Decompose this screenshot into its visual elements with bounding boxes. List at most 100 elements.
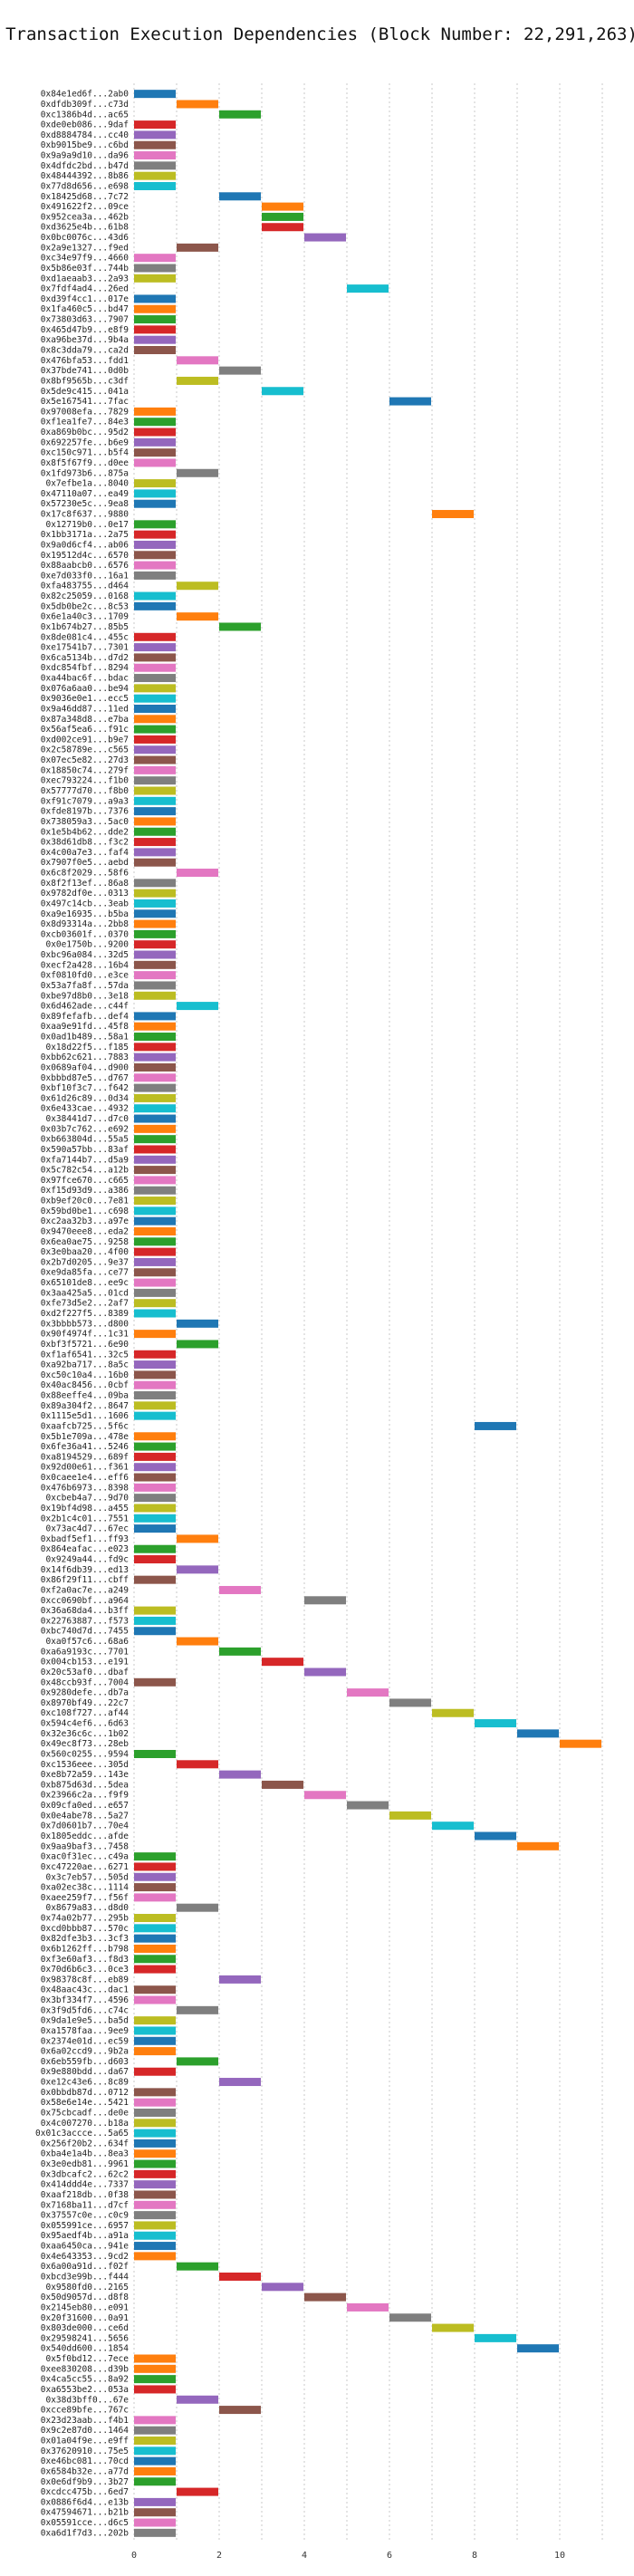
y-tick-label: 0xa0f57c6...68a6 bbox=[45, 1637, 129, 1647]
transaction-bar bbox=[134, 1114, 176, 1123]
y-tick-label: 0xcdcc475b...6ed7 bbox=[41, 2487, 129, 2497]
y-tick-label: 0x6584b32e...a77d bbox=[41, 2466, 129, 2476]
y-tick-label: 0xbb62c621...7883 bbox=[41, 1053, 129, 1062]
transaction-bar bbox=[134, 1062, 176, 1072]
grid-lines bbox=[133, 83, 603, 2542]
transaction-bar bbox=[134, 2477, 176, 2486]
transaction-bar bbox=[219, 2406, 261, 2415]
transaction-bar bbox=[134, 2047, 176, 2056]
transaction-bar bbox=[134, 2098, 176, 2107]
transaction-bar bbox=[177, 612, 218, 621]
transaction-bar bbox=[134, 1268, 176, 1277]
y-tick-label: 0xc1536eee...305d bbox=[41, 1760, 129, 1770]
transaction-bar bbox=[134, 130, 176, 139]
y-tick-label: 0x0caee1e4...eff6 bbox=[41, 1473, 130, 1483]
y-tick-label: 0x864eafac...e023 bbox=[41, 1544, 129, 1554]
transaction-bar bbox=[134, 1043, 176, 1052]
transaction-bar bbox=[134, 663, 176, 672]
transaction-bar bbox=[134, 407, 176, 416]
transaction-bar bbox=[219, 1975, 261, 1984]
transaction-bar bbox=[134, 1053, 176, 1062]
transaction-bar bbox=[134, 1985, 176, 1994]
transaction-bar bbox=[177, 2005, 218, 2014]
y-tick-label: 0xbe97d8b0...3e18 bbox=[41, 991, 130, 1001]
transaction-bar bbox=[134, 1135, 176, 1144]
transaction-bar bbox=[219, 622, 261, 631]
transaction-bar bbox=[134, 889, 176, 898]
y-tick-label: 0xde0eb086...9daf bbox=[41, 120, 129, 130]
transaction-bar bbox=[134, 1288, 176, 1297]
transaction-bar bbox=[134, 1862, 176, 1871]
y-tick-label: 0x004cb153...e191 bbox=[41, 1658, 130, 1668]
y-tick-label: 0x18d22f5...f185 bbox=[45, 1043, 129, 1053]
transaction-bar bbox=[347, 1801, 389, 1810]
transaction-bar bbox=[134, 2067, 176, 2076]
transaction-bar bbox=[134, 960, 176, 969]
transaction-bar bbox=[134, 991, 176, 1000]
transaction-bar bbox=[134, 1411, 176, 1420]
y-tick-label: 0x58e6e14e...5421 bbox=[41, 2098, 130, 2108]
y-tick-label: 0x86f29f11...cbff bbox=[41, 1575, 129, 1585]
y-tick-label: 0x48444392...8b86 bbox=[41, 171, 130, 181]
y-tick-label: 0x1bb3171a...2a75 bbox=[41, 530, 129, 540]
transaction-bar bbox=[134, 715, 176, 724]
y-tick-label: 0xf2a0ac7e...a249 bbox=[41, 1585, 130, 1595]
transaction-bar bbox=[134, 2036, 176, 2045]
y-tick-label: 0x56af5ea6...f91c bbox=[41, 725, 129, 735]
transaction-bar bbox=[134, 2252, 176, 2261]
transaction-bar bbox=[134, 1677, 176, 1687]
transaction-bar bbox=[389, 1698, 431, 1707]
transaction-bar bbox=[134, 2129, 176, 2138]
transaction-bar bbox=[304, 2292, 346, 2302]
transaction-bar bbox=[134, 899, 176, 908]
transaction-bar bbox=[134, 2119, 176, 2128]
y-tick-label: 0x12719b0...0e17 bbox=[45, 520, 129, 530]
transaction-bar bbox=[475, 2333, 516, 2342]
y-tick-label: 0x40ac8456...0cbf bbox=[41, 1380, 129, 1390]
transaction-bar bbox=[177, 2262, 218, 2271]
y-tick-label: 0x82dfe3b3...3cf3 bbox=[41, 1934, 129, 1944]
transaction-bar bbox=[134, 1360, 176, 1370]
transaction-bar bbox=[134, 1155, 176, 1164]
y-tick-label: 0x6fe36a41...5246 bbox=[41, 1442, 130, 1452]
transaction-bar bbox=[134, 2437, 176, 2446]
transaction-bar bbox=[517, 2344, 559, 2353]
y-tick-label: 0xcc0690bf...a964 bbox=[41, 1596, 130, 1606]
y-tick-label: 0x3dbcafc2...62c2 bbox=[41, 2169, 129, 2179]
transaction-bar bbox=[177, 468, 218, 477]
transaction-bar bbox=[475, 1719, 516, 1728]
y-tick-label: 0xf15d93d9...a386 bbox=[41, 1186, 130, 1196]
y-tick-label: 0x5e167541...7fac bbox=[41, 397, 129, 407]
y-tick-label: 0x01c3accce...5a65 bbox=[35, 2129, 129, 2139]
y-tick-label: 0x37620910...75e5 bbox=[41, 2446, 129, 2456]
y-tick-label: 0x8bf9565b...c3df bbox=[41, 376, 129, 386]
transaction-bar bbox=[134, 1370, 176, 1379]
y-tick-labels: 0x84e1ed6f...2ab00xdfdb309f...c73d0xc138… bbox=[35, 90, 129, 2539]
transaction-bar bbox=[134, 1145, 176, 1154]
transaction-bar bbox=[134, 571, 176, 580]
transaction-bar bbox=[134, 2016, 176, 2025]
transaction-bar bbox=[134, 530, 176, 539]
transaction-bar bbox=[134, 1893, 176, 1902]
transaction-bar bbox=[134, 2149, 176, 2158]
y-tick-label: 0xf0810fd0...e3ce bbox=[41, 971, 130, 981]
transaction-bar bbox=[304, 1791, 346, 1800]
transaction-bar bbox=[134, 1104, 176, 1113]
y-tick-label: 0x8f5f67f9...d0ee bbox=[41, 458, 130, 468]
transaction-bar bbox=[134, 755, 176, 764]
y-tick-label: 0x6c8f2029...58f6 bbox=[41, 869, 130, 879]
transaction-bar bbox=[432, 1821, 474, 1831]
transaction-bar bbox=[134, 2200, 176, 2209]
transaction-bar bbox=[134, 1575, 176, 1584]
y-tick-label: 0x1fd973b6...875a bbox=[41, 468, 129, 478]
y-tick-label: 0x89fefafb...def4 bbox=[41, 1012, 130, 1022]
transaction-bar bbox=[134, 1432, 176, 1441]
transaction-bar bbox=[134, 1380, 176, 1389]
y-tick-label: 0xc2aa32b3...a97e bbox=[41, 1216, 130, 1226]
y-tick-label: 0xf1ea1fe7...84e3 bbox=[41, 418, 129, 428]
y-tick-label: 0x09cfa0ed...e657 bbox=[41, 1801, 129, 1811]
y-tick-label: 0x9a9a9d10...da96 bbox=[41, 151, 130, 161]
transaction-bar bbox=[134, 1083, 176, 1092]
transaction-bar bbox=[134, 919, 176, 928]
y-tick-label: 0x4dfdc2bd...b47d bbox=[41, 161, 129, 171]
